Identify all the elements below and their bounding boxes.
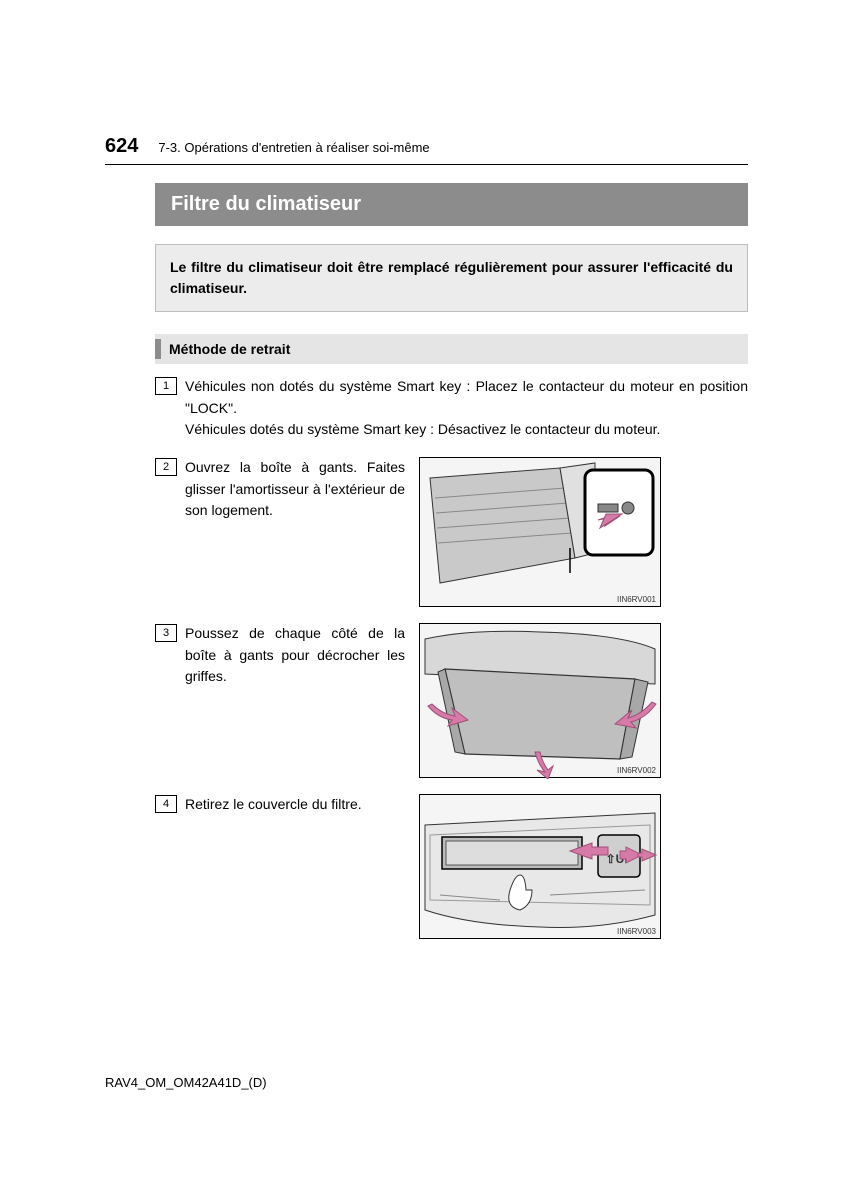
step-number: 1 [155, 377, 177, 395]
step-text: Véhicules non dotés du système Smart key… [185, 376, 748, 441]
step-row: 2 Ouvrez la boîte à gants. Faites glisse… [155, 457, 748, 607]
step-number: 2 [155, 458, 177, 476]
step-text: Poussez de chaque côté de la boîte à gan… [185, 623, 405, 778]
manual-page: 624 7-3. Opérations d'entretien à réalis… [0, 0, 848, 939]
page-number: 624 [105, 135, 138, 158]
footer-code: RAV4_OM_OM42A41D_(D) [105, 1075, 267, 1090]
step-row: 4 Retirez le couvercle du filtre. ⇧UP [155, 794, 748, 939]
subheading: Méthode de retrait [155, 334, 748, 364]
page-title: Filtre du climatiseur [155, 183, 748, 226]
step-number: 3 [155, 624, 177, 642]
intro-box: Le filtre du climatiseur doit être rempl… [155, 244, 748, 312]
steps-list: 1 Véhicules non dotés du système Smart k… [155, 376, 748, 939]
step-row: 3 Poussez de chaque côté de la boîte à g… [155, 623, 748, 778]
figure-filter-cover: ⇧UP IIN6RV003 [419, 794, 661, 939]
figure-glovebox-damper: IIN6RV001 [419, 457, 661, 607]
figure-label: IIN6RV003 [617, 927, 656, 936]
step-row: 1 Véhicules non dotés du système Smart k… [155, 376, 748, 441]
figure-label: IIN6RV002 [617, 766, 656, 775]
step-text: Retirez le couvercle du filtre. [185, 794, 405, 939]
step-number: 4 [155, 795, 177, 813]
figure-glovebox-squeeze: IIN6RV002 [419, 623, 661, 778]
page-header: 624 7-3. Opérations d'entretien à réalis… [105, 135, 748, 165]
figure-label: IIN6RV001 [617, 595, 656, 604]
step-text: Ouvrez la boîte à gants. Faites glisser … [185, 457, 405, 607]
subheading-marker [155, 339, 161, 359]
subheading-text: Méthode de retrait [169, 341, 290, 357]
section-path: 7-3. Opérations d'entretien à réaliser s… [158, 140, 429, 155]
